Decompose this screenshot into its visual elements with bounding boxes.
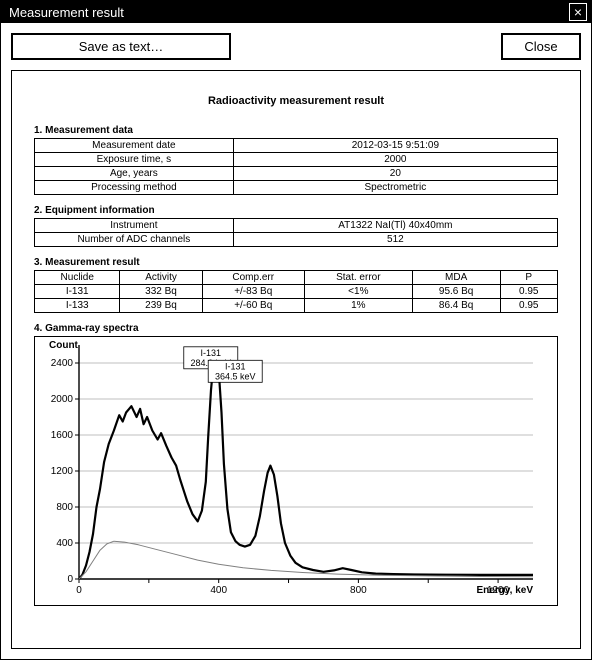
col-header: Comp.err	[202, 271, 304, 285]
cell-key: Processing method	[35, 181, 234, 195]
window: Measurement result × Save as text… Close…	[0, 0, 592, 660]
section4-heading: 4. Gamma-ray spectra	[34, 323, 558, 334]
table-row: Processing methodSpectrometric	[35, 181, 558, 195]
svg-text:364.5 keV: 364.5 keV	[215, 371, 256, 381]
toolbar: Save as text… Close	[1, 23, 591, 66]
svg-text:0: 0	[67, 574, 73, 585]
cell-val: 2012-03-15 9:51:09	[233, 139, 557, 153]
measurement-data-table: Measurement date2012-03-15 9:51:09 Expos…	[34, 138, 558, 195]
table-header-row: Nuclide Activity Comp.err Stat. error MD…	[35, 271, 558, 285]
col-header: Activity	[120, 271, 202, 285]
svg-text:I-131: I-131	[225, 361, 246, 371]
cell: 239 Bq	[120, 299, 202, 313]
col-header: MDA	[412, 271, 500, 285]
cell-val: AT1322 NaI(Tl) 40x40mm	[233, 219, 557, 233]
window-title: Measurement result	[5, 5, 124, 20]
cell-val: 20	[233, 167, 557, 181]
svg-text:1200: 1200	[51, 466, 74, 477]
svg-text:400: 400	[210, 585, 227, 596]
chart-canvas: 0400800120004008001200160020002400CountE…	[35, 337, 537, 605]
table-row: Measurement date2012-03-15 9:51:09	[35, 139, 558, 153]
spectra-chart: 0400800120004008001200160020002400CountE…	[34, 336, 558, 606]
svg-text:I-131: I-131	[201, 348, 222, 358]
cell: <1%	[304, 285, 412, 299]
col-header: Stat. error	[304, 271, 412, 285]
close-icon[interactable]: ×	[569, 3, 587, 21]
col-header: P	[500, 271, 558, 285]
section1-heading: 1. Measurement data	[34, 125, 558, 136]
cell-key: Exposure time, s	[35, 153, 234, 167]
section3-heading: 3. Measurement result	[34, 257, 558, 268]
equipment-info-table: InstrumentAT1322 NaI(Tl) 40x40mm Number …	[34, 218, 558, 247]
svg-text:Count: Count	[49, 340, 79, 351]
cell-key: Instrument	[35, 219, 234, 233]
table-row: Exposure time, s2000	[35, 153, 558, 167]
cell: 1%	[304, 299, 412, 313]
col-header: Nuclide	[35, 271, 120, 285]
table-row: I-131 332 Bq +/-83 Bq <1% 95.6 Bq 0.95	[35, 285, 558, 299]
cell-key: Age, years	[35, 167, 234, 181]
table-row: I-133 239 Bq +/-60 Bq 1% 86.4 Bq 0.95	[35, 299, 558, 313]
titlebar: Measurement result ×	[1, 1, 591, 23]
cell-key: Number of ADC channels	[35, 233, 234, 247]
cell: 332 Bq	[120, 285, 202, 299]
cell-val: Spectrometric	[233, 181, 557, 195]
svg-text:Energy, keV: Energy, keV	[476, 585, 533, 596]
svg-text:1600: 1600	[51, 430, 74, 441]
svg-text:0: 0	[76, 585, 82, 596]
svg-text:2000: 2000	[51, 394, 74, 405]
table-row: Age, years20	[35, 167, 558, 181]
svg-text:800: 800	[350, 585, 367, 596]
cell: 0.95	[500, 285, 558, 299]
save-as-text-button[interactable]: Save as text…	[11, 33, 231, 60]
cell: 86.4 Bq	[412, 299, 500, 313]
svg-text:2400: 2400	[51, 358, 74, 369]
measurement-result-table: Nuclide Activity Comp.err Stat. error MD…	[34, 270, 558, 313]
document-panel: Radioactivity measurement result 1. Meas…	[11, 70, 581, 649]
cell: +/-60 Bq	[202, 299, 304, 313]
section2-heading: 2. Equipment information	[34, 205, 558, 216]
cell-key: Measurement date	[35, 139, 234, 153]
cell: 95.6 Bq	[412, 285, 500, 299]
svg-text:400: 400	[56, 538, 73, 549]
table-row: Number of ADC channels512	[35, 233, 558, 247]
cell-val: 512	[233, 233, 557, 247]
cell-val: 2000	[233, 153, 557, 167]
cell: +/-83 Bq	[202, 285, 304, 299]
cell: I-131	[35, 285, 120, 299]
svg-text:800: 800	[56, 502, 73, 513]
table-row: InstrumentAT1322 NaI(Tl) 40x40mm	[35, 219, 558, 233]
document-title: Radioactivity measurement result	[34, 95, 558, 107]
cell: I-133	[35, 299, 120, 313]
cell: 0.95	[500, 299, 558, 313]
close-button[interactable]: Close	[501, 33, 581, 60]
